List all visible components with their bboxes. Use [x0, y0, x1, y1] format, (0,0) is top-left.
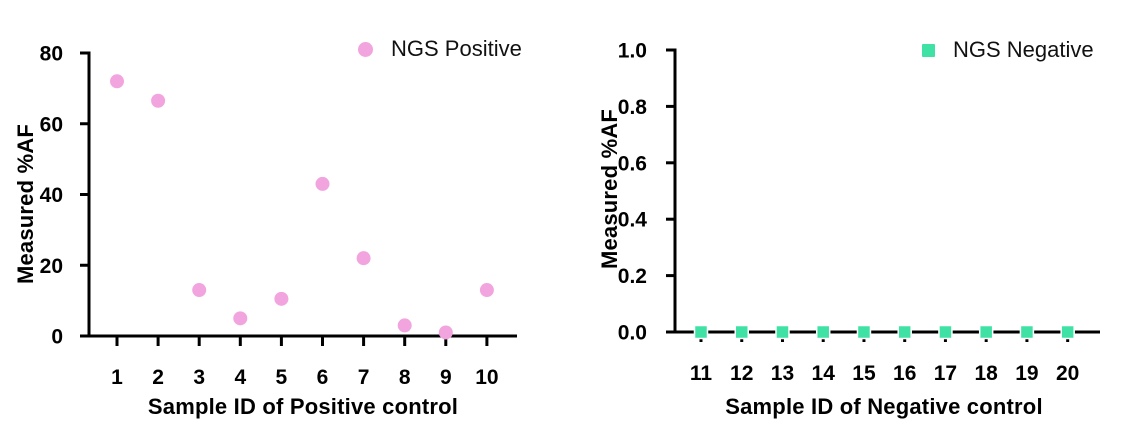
data-point: [775, 324, 790, 340]
positive-legend: NGS Positive: [358, 36, 522, 62]
data-point: [110, 74, 124, 89]
y-tick-label: 0.2: [618, 265, 647, 288]
x-tick-label: 15: [852, 362, 876, 385]
x-tick-label: 17: [934, 362, 957, 385]
data-point: [856, 324, 872, 340]
y-tick-label: 0.4: [618, 209, 648, 232]
x-tick-label: 7: [358, 366, 370, 389]
x-tick-label: 20: [1056, 362, 1079, 385]
x-tick-label: 16: [893, 362, 916, 385]
negative-x-axis-title: Sample ID of Negative control: [725, 394, 1043, 419]
data-point: [274, 291, 289, 306]
y-tick-label: 0.0: [618, 322, 647, 345]
data-point: [1060, 324, 1075, 340]
positive-legend-label: NGS Positive: [391, 36, 522, 61]
x-tick-label: 8: [399, 366, 411, 389]
negative-chart-plot: 0.0 0.2 0.4 0.6 0.8 1.0 11 12 13 14 15 16 17 18 19 20: [618, 40, 1100, 385]
x-tick-label: 11: [690, 362, 713, 385]
x-tick-label: 5: [276, 366, 288, 389]
data-point: [233, 311, 248, 326]
positive-chart-panel: 0 20 40 60 80 1 2 3 4 5 6 7 8 9 10 Measured %AF Sample…: [13, 36, 522, 419]
data-point: [938, 324, 953, 340]
data-point: [1019, 324, 1035, 340]
x-tick-label: 14: [812, 362, 836, 385]
data-point: [356, 251, 371, 266]
y-tick-label: 0.6: [618, 152, 647, 175]
data-point: [397, 318, 412, 333]
data-point: [978, 324, 994, 340]
x-tick-label: 4: [234, 366, 246, 389]
negative-y-axis-title: Measured %AF: [597, 108, 622, 270]
data-point: [897, 324, 912, 340]
data-point: [315, 176, 330, 191]
data-point: [192, 283, 207, 298]
y-tick-label: 60: [40, 113, 63, 136]
x-tick-label: 6: [317, 366, 329, 389]
data-point: [438, 325, 453, 340]
data-point: [734, 324, 749, 340]
x-tick-label: 13: [771, 362, 794, 385]
x-tick-label: 1: [111, 366, 123, 389]
x-tick-label: 19: [1015, 362, 1038, 385]
negative-legend-label: NGS Negative: [953, 37, 1094, 62]
x-tick-label: 9: [440, 366, 452, 389]
negative-legend: NGS Negative: [922, 37, 1094, 63]
y-tick-label: 20: [40, 255, 63, 278]
x-tick-label: 18: [975, 362, 999, 385]
data-point: [479, 283, 494, 298]
x-tick-label: 3: [193, 366, 205, 389]
positive-chart-plot: 0 20 40 60 80 1 2 3 4 5 6 7 8 9 10: [40, 43, 517, 389]
ngs-negative-legend-marker-icon: [922, 43, 935, 57]
data-point: [151, 93, 166, 108]
y-tick-label: 1.0: [618, 40, 647, 63]
x-tick-label: 12: [730, 362, 753, 385]
positive-y-axis-title: Measured %AF: [13, 123, 38, 285]
y-tick-label: 40: [40, 184, 63, 207]
x-tick-label: 10: [475, 366, 498, 389]
data-point: [693, 324, 709, 340]
data-point: [815, 324, 831, 340]
x-tick-label: 2: [152, 366, 164, 389]
ngs-positive-legend-marker-icon: [358, 41, 373, 57]
negative-chart-panel: 0.0 0.2 0.4 0.6 0.8 1.0 11 12 13 14 15 16 17 18 19 20 M…: [562, 0, 1124, 432]
y-tick-label: 80: [40, 43, 63, 66]
positive-x-axis-title: Sample ID of Positive control: [147, 394, 459, 419]
y-tick-label: 0.8: [618, 96, 648, 119]
y-tick-label: 0: [51, 326, 63, 349]
